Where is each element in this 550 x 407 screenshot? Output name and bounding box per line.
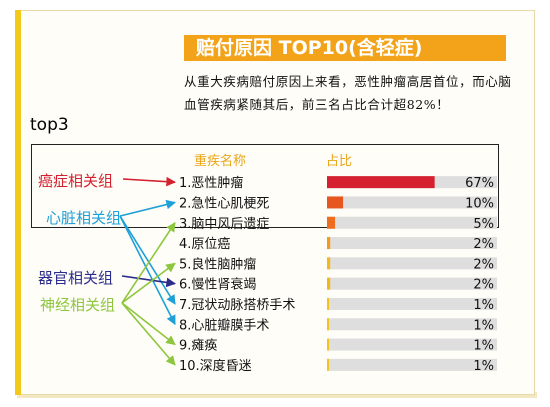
row-label: 2.急性心肌梗死 [179,196,269,211]
bar [327,257,331,270]
group-connector-1-row-1 [119,199,176,217]
group-connector-3-row-9 [121,302,176,366]
bar-value-label: 5% [473,217,494,232]
column-header-name: 重疾名称 [194,154,247,169]
bar-value-label: 10% [465,196,494,211]
bar-track [327,358,497,371]
bar-value-label: 1% [473,298,494,313]
group-label-organ: 器官相关组 [38,269,114,287]
row-label: 1.恶性肿瘤 [179,175,243,191]
bar-track [327,216,497,229]
group-connector-2-row-5 [121,275,176,288]
bar [327,176,435,189]
top3-highlight-box [31,144,499,228]
row-label: 5.良性脑肿瘤 [179,256,256,272]
bar [327,338,329,351]
bar-track [327,196,497,209]
bar [327,297,329,310]
bar-value-label: 2% [473,257,494,272]
group-label-nerve: 神经相关组 [40,296,116,314]
bar-value-label: 2% [473,278,494,293]
bar [327,196,344,209]
row-label: 6.慢性肾衰竭 [179,277,256,293]
group-connector-0-row-0 [122,176,176,187]
title-bar [184,35,506,61]
bar-track [327,338,497,351]
chart-title: 赔付原因 TOP10(含轻症) [196,37,423,59]
group-connector-3-row-4 [121,262,176,304]
bar-track [327,277,497,290]
group-label-heart: 心脏相关组 [46,209,122,227]
group-connector-3-row-8 [121,302,176,346]
bar-value-label: 67% [465,176,494,191]
bar-value-label: 1% [473,339,494,354]
left-accent-stripe [15,10,21,395]
bar [327,216,336,229]
row-label: 8.心脏瓣膜手术 [179,318,269,333]
group-connector-3-row-2 [121,221,176,304]
column-header-share: 占比 [326,154,353,169]
row-label: 9.瘫痪 [179,338,217,354]
group-connector-1-row-7 [119,215,176,326]
bar [327,237,331,250]
row-label: 3.脑中风后遗症 [179,217,269,232]
top3-label: top3 [30,115,69,135]
card-shadow [17,392,537,398]
bar-value-label: 2% [473,237,494,252]
bar-value-label: 1% [473,318,494,333]
group-connector-1-row-6 [119,215,176,305]
bar-value-label: 1% [473,359,494,374]
bar-track [327,318,497,331]
row-label: 10.深度昏迷 [179,358,252,374]
bar-track [327,297,497,310]
bar-track [327,257,497,270]
row-label: 7.冠状动脉搭桥手术 [179,297,295,313]
row-label: 4.原位癌 [179,236,230,252]
bar [327,277,331,290]
bar [327,358,329,371]
bar-track [327,237,497,250]
group-label-cancer: 癌症相关组 [38,172,114,190]
intro-text: 从重大疾病赔付原因上来看，恶性肿瘤高居首位，而心脑血管疾病紧随其后，前三名占比合… [184,74,512,112]
bar [327,318,329,331]
